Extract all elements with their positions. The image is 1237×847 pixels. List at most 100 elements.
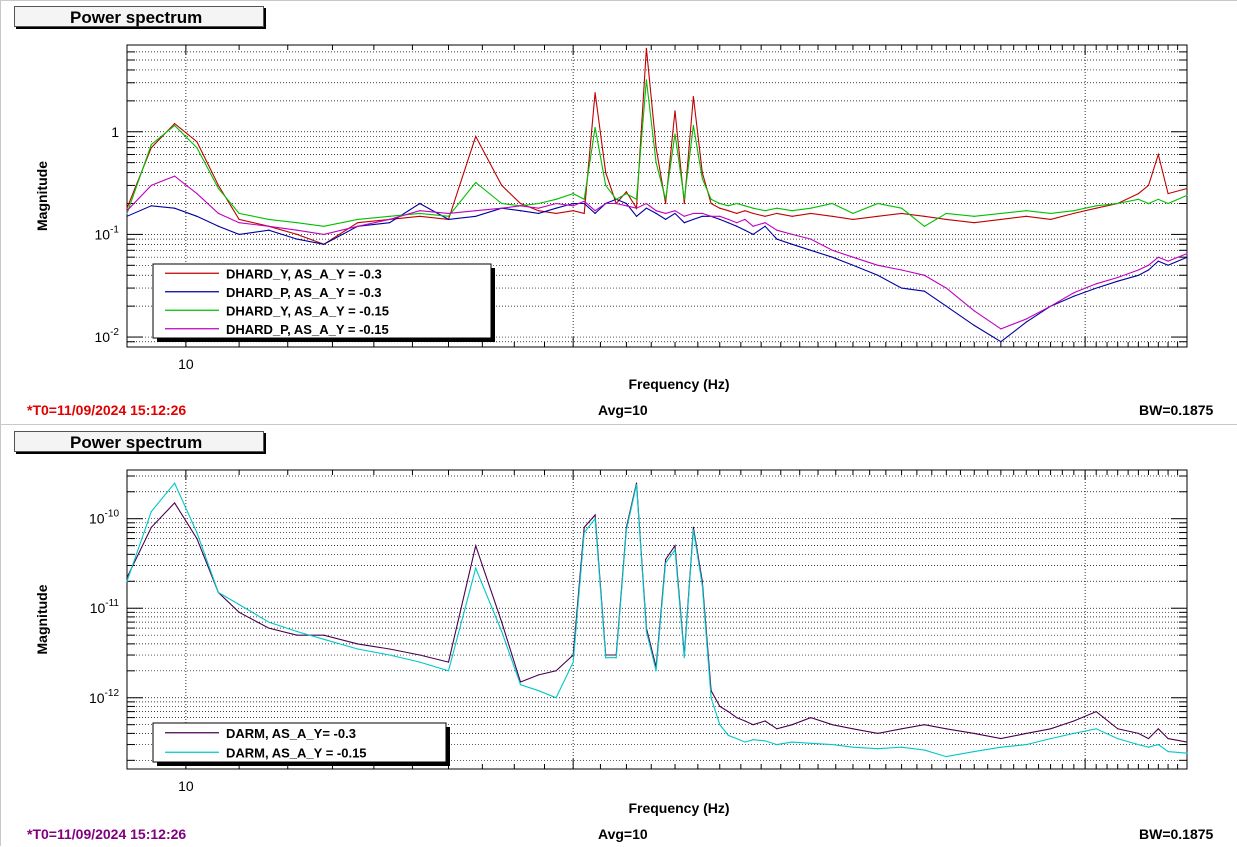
data-point [810, 238, 812, 240]
data-point [268, 225, 270, 227]
data-point [752, 225, 754, 227]
data-point [537, 210, 540, 212]
bottom-panel: Power spectrum 10-12 10-11 10-10 10 Frequenc… [0, 424, 1237, 846]
y-tick-label: 10-1 [95, 224, 120, 242]
data-point [945, 305, 947, 307]
data-point [852, 264, 854, 266]
data-point [126, 212, 128, 215]
data-point [625, 192, 628, 195]
data-point [1095, 728, 1097, 730]
data-point [1117, 202, 1119, 205]
data-point [736, 225, 738, 227]
data-point [810, 207, 812, 209]
data-point [389, 218, 391, 221]
data-point [389, 654, 391, 656]
data-point [683, 657, 685, 659]
data-point [831, 202, 833, 205]
data-point [692, 212, 694, 215]
data-point [852, 256, 854, 258]
data-point [555, 202, 557, 205]
data-point [764, 210, 766, 212]
data-point [1117, 737, 1119, 740]
data-point [674, 110, 676, 112]
data-point [419, 202, 421, 205]
data-point [973, 310, 975, 312]
panel-title: Power spectrum [14, 6, 264, 27]
data-point [710, 697, 712, 699]
data-point [635, 484, 638, 486]
data-point [238, 233, 240, 236]
data-point [1025, 743, 1027, 746]
data-point [674, 133, 676, 135]
data-point [810, 212, 812, 215]
data-point [710, 215, 712, 217]
data-point [594, 212, 596, 215]
data-point [572, 661, 574, 663]
data-point [625, 202, 628, 205]
data-point [1000, 218, 1002, 221]
data-point [475, 545, 477, 547]
data-point [594, 210, 596, 212]
data-point [776, 212, 778, 215]
data-point [1000, 328, 1002, 330]
data-point [126, 210, 128, 212]
data-point [555, 198, 557, 200]
data-point [776, 743, 778, 746]
data-point [645, 202, 647, 205]
data-point [831, 743, 833, 746]
data-point [744, 720, 746, 722]
data-point [1186, 752, 1188, 754]
data-point [323, 243, 325, 245]
data-point [389, 222, 391, 224]
series-line [126, 198, 1188, 343]
legend-box [152, 263, 492, 339]
series-line [126, 79, 1188, 227]
data-point [764, 222, 766, 224]
data-point [635, 207, 638, 209]
data-point [701, 584, 703, 586]
legend-entry: DARM, AS_A_Y= -0.3 [226, 726, 356, 741]
data-point [752, 739, 754, 741]
data-point [1073, 295, 1075, 297]
data-point [1167, 260, 1169, 262]
data-point [831, 249, 833, 251]
data-point [126, 215, 128, 217]
data-point [776, 728, 778, 730]
data-point [323, 634, 325, 636]
data-point [357, 225, 359, 227]
data-point [447, 218, 450, 221]
data-point [655, 162, 657, 164]
data-point [719, 207, 721, 209]
data-point [555, 697, 557, 699]
data-point [419, 654, 421, 656]
data-point [719, 724, 721, 726]
data-point [1025, 732, 1027, 734]
data-point [501, 630, 503, 633]
data-point [1025, 321, 1027, 323]
data-point [625, 205, 628, 207]
data-point [196, 192, 198, 195]
data-point [1000, 746, 1002, 748]
data-point [1186, 256, 1188, 258]
data-point [692, 96, 694, 98]
data-point [419, 215, 421, 217]
data-point [217, 184, 220, 187]
data-point [1167, 737, 1169, 740]
data-point [973, 222, 975, 224]
data-point [583, 212, 585, 215]
data-point [645, 207, 647, 209]
data-point [744, 210, 746, 212]
data-point [736, 222, 738, 224]
bottom-chart: 10-12 10-11 10-10 10 Frequency (Hz) Magnitude… [34, 469, 1188, 816]
data-point [665, 202, 667, 205]
data-point [196, 147, 198, 149]
data-point [475, 181, 477, 184]
data-point [764, 740, 766, 742]
data-point [1095, 283, 1097, 285]
data-point [831, 215, 833, 217]
data-point [357, 643, 359, 645]
data-point [736, 202, 738, 205]
data-point [973, 215, 975, 217]
data-point [357, 218, 359, 221]
data-point [501, 202, 503, 205]
